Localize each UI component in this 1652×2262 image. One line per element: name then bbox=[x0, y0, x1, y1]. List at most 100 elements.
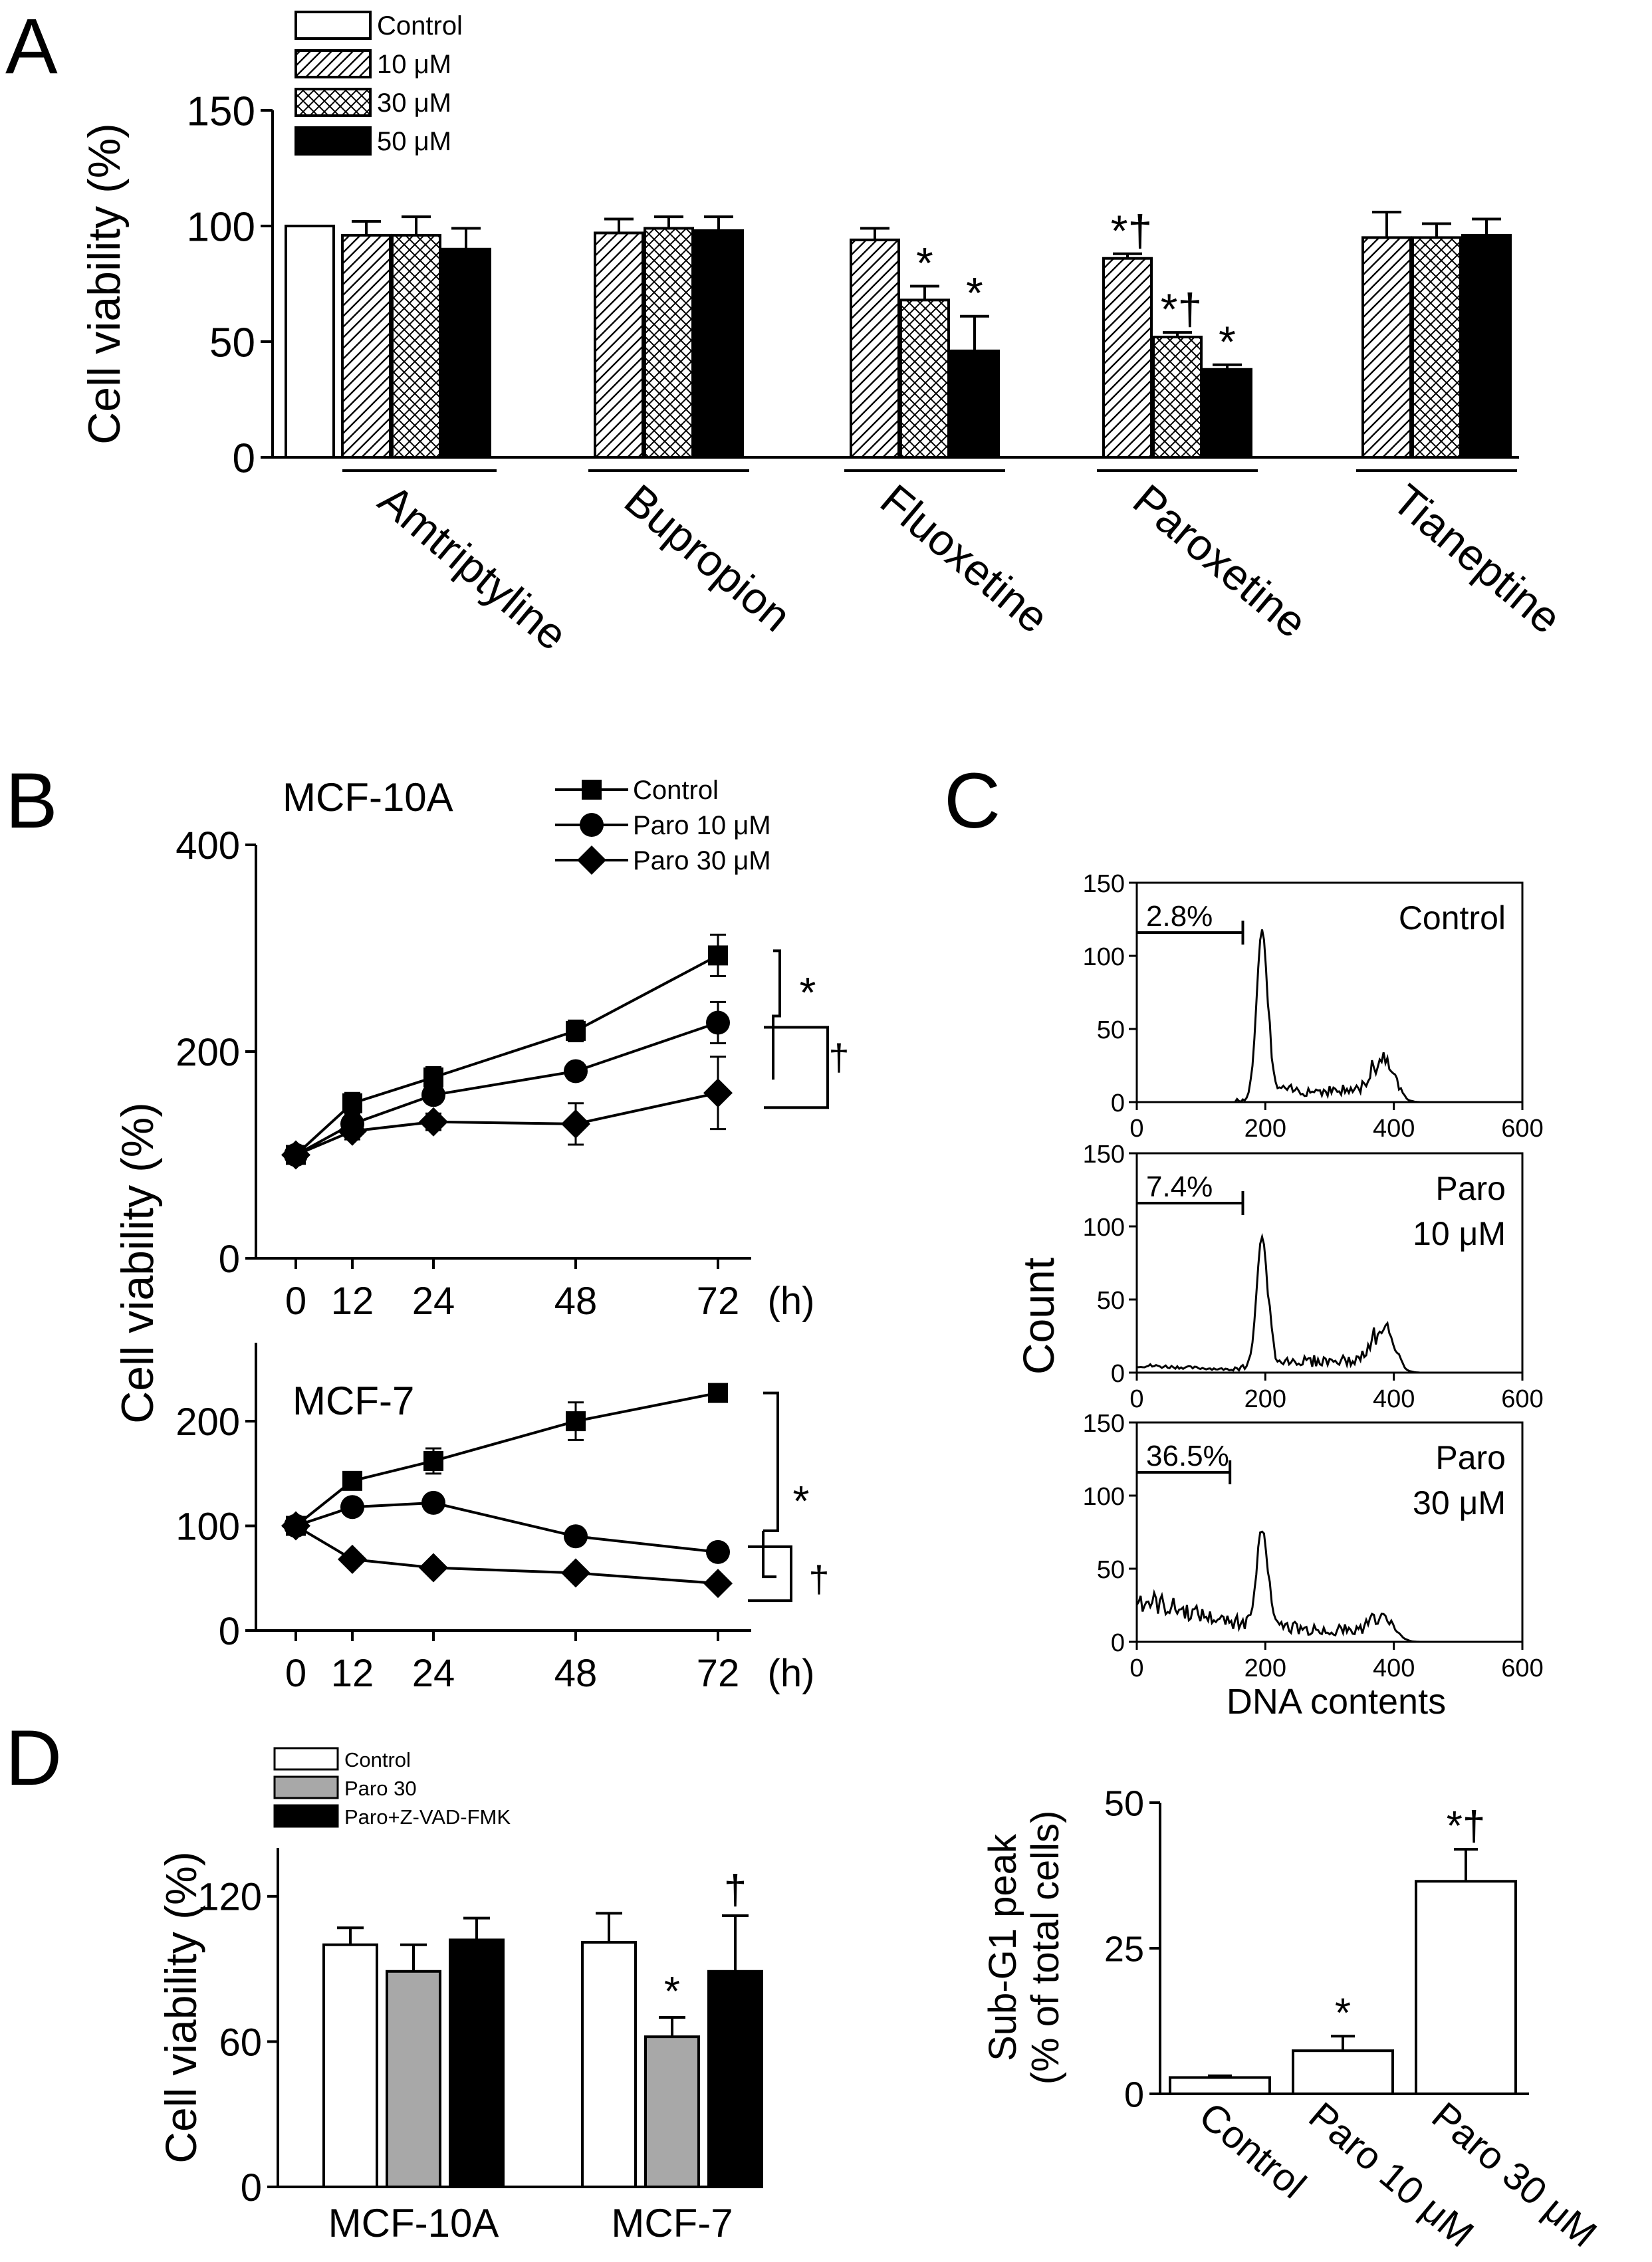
panel-c2-bar-control bbox=[1169, 2076, 1271, 2095]
panel-a-bar-fluoxetine-50-m bbox=[949, 349, 1000, 459]
panel-a-y-tick-label: 150 bbox=[187, 88, 255, 134]
panel-d-group-label-mcf-10a: MCF-10A bbox=[328, 2201, 499, 2245]
panel-a-bar-paroxetine-30-m bbox=[1152, 336, 1203, 459]
panelB2-point-paro-30-m-marker-diamond bbox=[281, 1511, 310, 1541]
histogram-y-tick-label: 50 bbox=[1097, 1016, 1125, 1044]
panelB1-legend-label-paro-30-m: Paro 30 μM bbox=[633, 846, 771, 875]
panelB2-y-tick-label: 100 bbox=[176, 1505, 240, 1548]
panel-d-legend-swatch-paro-z-vad-fmk bbox=[273, 1804, 339, 1828]
histogram-x-tick-label: 0 bbox=[1129, 1385, 1143, 1413]
panel-d-legend-label-paro-30: Paro 30 bbox=[344, 1777, 417, 1800]
panelB2-bracket-star bbox=[763, 1391, 779, 1532]
panelB1-legend-label-control: Control bbox=[633, 776, 719, 805]
panelB2-point-control-marker-square bbox=[342, 1470, 362, 1491]
panel-a-group-label-bupropion: Bupropion bbox=[616, 475, 800, 641]
panel-d-bar-mcf-7-paro-z-vad-fmk bbox=[707, 1970, 763, 2188]
panel-a-group-label-paroxetine: Paroxetine bbox=[1124, 475, 1316, 647]
histogram-2-label: Paro bbox=[1435, 1439, 1506, 1476]
panelB2-point-paro-30-m-marker-diamond bbox=[561, 1558, 590, 1588]
panel-d-legend-label-control: Control bbox=[344, 1748, 411, 1771]
panel-a-bar-paroxetine-10-m bbox=[1102, 257, 1153, 459]
panel-d-y-tick-label: 60 bbox=[219, 2021, 262, 2064]
histogram-x-tick-label: 200 bbox=[1244, 1654, 1286, 1682]
panelB1-bracket-inner bbox=[772, 1014, 780, 1080]
panel-a-legend-swatch-30-m bbox=[295, 88, 372, 117]
panel-a-legend-label-30-m: 30 μM bbox=[377, 88, 451, 118]
histogram-y-tick-label: 150 bbox=[1083, 870, 1125, 898]
panel-label-b: B bbox=[5, 757, 58, 845]
panel-c2-y-tick-label: 25 bbox=[1104, 1929, 1144, 1969]
panelB1-point-paro-30-m-marker-diamond bbox=[561, 1109, 590, 1139]
panelB2-x-tick-label: 24 bbox=[412, 1652, 455, 1695]
panel-a-y-axis-label: Cell viability (%) bbox=[79, 123, 130, 445]
panel-b-mcf7-line-chart: 0 100 200 0 12 24 48 72 (h) MCF-7 * † Cell viability… bbox=[112, 1102, 830, 1695]
panel-d-significance-mark: † bbox=[724, 1867, 747, 1913]
panel-d-bar-mcf-7-paro-30 bbox=[644, 2035, 700, 2188]
panel-a-bar-amtriptyline-10-m bbox=[341, 233, 392, 459]
histogram-y-tick-label: 0 bbox=[1111, 1629, 1125, 1657]
histogram-x-tick-label: 600 bbox=[1501, 1654, 1543, 1682]
histogram-0-gate-percent: 2.8% bbox=[1146, 900, 1213, 933]
panel-d-legend-swatch-paro-30 bbox=[273, 1775, 339, 1799]
panelB1-x-tick-label: 72 bbox=[697, 1280, 740, 1323]
panelB1-title: MCF-10A bbox=[283, 775, 453, 820]
panel-a-legend-label-50-m: 50 μM bbox=[377, 127, 451, 156]
histogram-y-tick-label: 0 bbox=[1111, 1089, 1125, 1117]
panel-c2-y-tick-label: 0 bbox=[1124, 2075, 1144, 2114]
panel-a-bar-paroxetine-50-m bbox=[1202, 368, 1252, 459]
panel-c2-y-tick-label: 50 bbox=[1104, 1783, 1144, 1823]
histogram-y-tick-label: 100 bbox=[1083, 1483, 1125, 1511]
panel-a-significance-mark: *† bbox=[1161, 284, 1202, 334]
panelB1-legend-paro-10-m-marker-circle bbox=[580, 813, 604, 837]
panelB1-legend-label-paro-10-m: Paro 10 μM bbox=[633, 811, 771, 840]
panel-a-bar-fluoxetine-10-m bbox=[850, 238, 900, 459]
panel-c2-y-axis-label: Sub-G1 peak bbox=[981, 1833, 1024, 2061]
panelB2-point-paro-30-m-marker-diamond bbox=[419, 1553, 448, 1583]
panelB2-point-paro-30-m-marker-diamond bbox=[338, 1544, 367, 1574]
panel-c2-bar-paro-10-m bbox=[1292, 2049, 1394, 2096]
panel-a-group-label-fluoxetine: Fluoxetine bbox=[872, 475, 1058, 642]
panel-b-mcf10a-line-chart: 0 200 400 0 12 24 48 72 (h) MCF-10A Control Paro 10… bbox=[176, 775, 849, 1323]
panel-c2-significance-mark: *† bbox=[1447, 1803, 1486, 1849]
panel-a-legend-swatch-10-m bbox=[295, 49, 372, 78]
panel-a-bar-amtriptyline-30-m bbox=[391, 233, 441, 459]
panelB1-significance-star: * bbox=[800, 968, 816, 1016]
panel-a-bar-tianeptine-50-m bbox=[1461, 233, 1512, 459]
panel-a-bar-tianeptine-30-m bbox=[1411, 236, 1462, 459]
histogram-y-tick-label: 0 bbox=[1111, 1360, 1125, 1388]
histogram-x-tick-label: 400 bbox=[1373, 1115, 1415, 1143]
panelB1-y-tick-label: 0 bbox=[219, 1238, 240, 1281]
panelB1-y-tick-label: 400 bbox=[176, 824, 240, 867]
panelB1-x-tick-label: 0 bbox=[285, 1280, 306, 1323]
panelB1-y-tick-label: 200 bbox=[176, 1031, 240, 1074]
panelB2-point-paro-10-m-marker-circle bbox=[706, 1539, 730, 1564]
histogram-x-tick-label: 400 bbox=[1373, 1654, 1415, 1682]
panelB2-x-tick-label: 48 bbox=[554, 1652, 598, 1695]
panelB1-x-axis-label: (h) bbox=[768, 1280, 815, 1323]
panel-c-x-axis-label: DNA contents bbox=[1227, 1682, 1446, 1722]
panelB2-significance-dagger: † bbox=[808, 1558, 829, 1600]
panel-c2-bar-paro-30-m bbox=[1415, 1880, 1517, 2095]
panel-d-bar-mcf-10a-paro-30 bbox=[386, 1970, 441, 2188]
panelB1-x-tick-label: 12 bbox=[331, 1280, 374, 1323]
histogram-x-tick-label: 600 bbox=[1501, 1385, 1543, 1413]
histogram-y-tick-label: 150 bbox=[1083, 1141, 1125, 1169]
panel-a-bar-bupropion-50-m bbox=[693, 229, 744, 459]
panel-b-y-axis-label: Cell viability (%) bbox=[112, 1102, 163, 1424]
panelB2-bracket-inner bbox=[762, 1530, 776, 1579]
histogram-2-label: 30 μM bbox=[1413, 1484, 1506, 1522]
histogram-y-tick-label: 50 bbox=[1097, 1556, 1125, 1584]
panelB1-point-paro-30-m-marker-diamond bbox=[338, 1116, 367, 1146]
panelB1-point-paro-30-m-marker-diamond bbox=[703, 1078, 733, 1108]
panelB1-point-paro-10-m-marker-circle bbox=[564, 1059, 588, 1083]
panelB2-point-paro-10-m-marker-circle bbox=[564, 1524, 588, 1549]
panel-c2-significance-mark: * bbox=[1335, 1990, 1351, 2036]
panel-a-group-label-amtriptyline: Amtriptyline bbox=[370, 475, 577, 659]
panel-a-bar-tianeptine-10-m bbox=[1361, 236, 1412, 459]
panel-d-legend-swatch-control bbox=[273, 1747, 339, 1771]
histogram-2-gate-percent: 36.5% bbox=[1146, 1440, 1229, 1472]
panel-a-y-tick-label: 100 bbox=[187, 204, 255, 250]
panel-a-bar-bupropion-10-m bbox=[594, 231, 644, 459]
